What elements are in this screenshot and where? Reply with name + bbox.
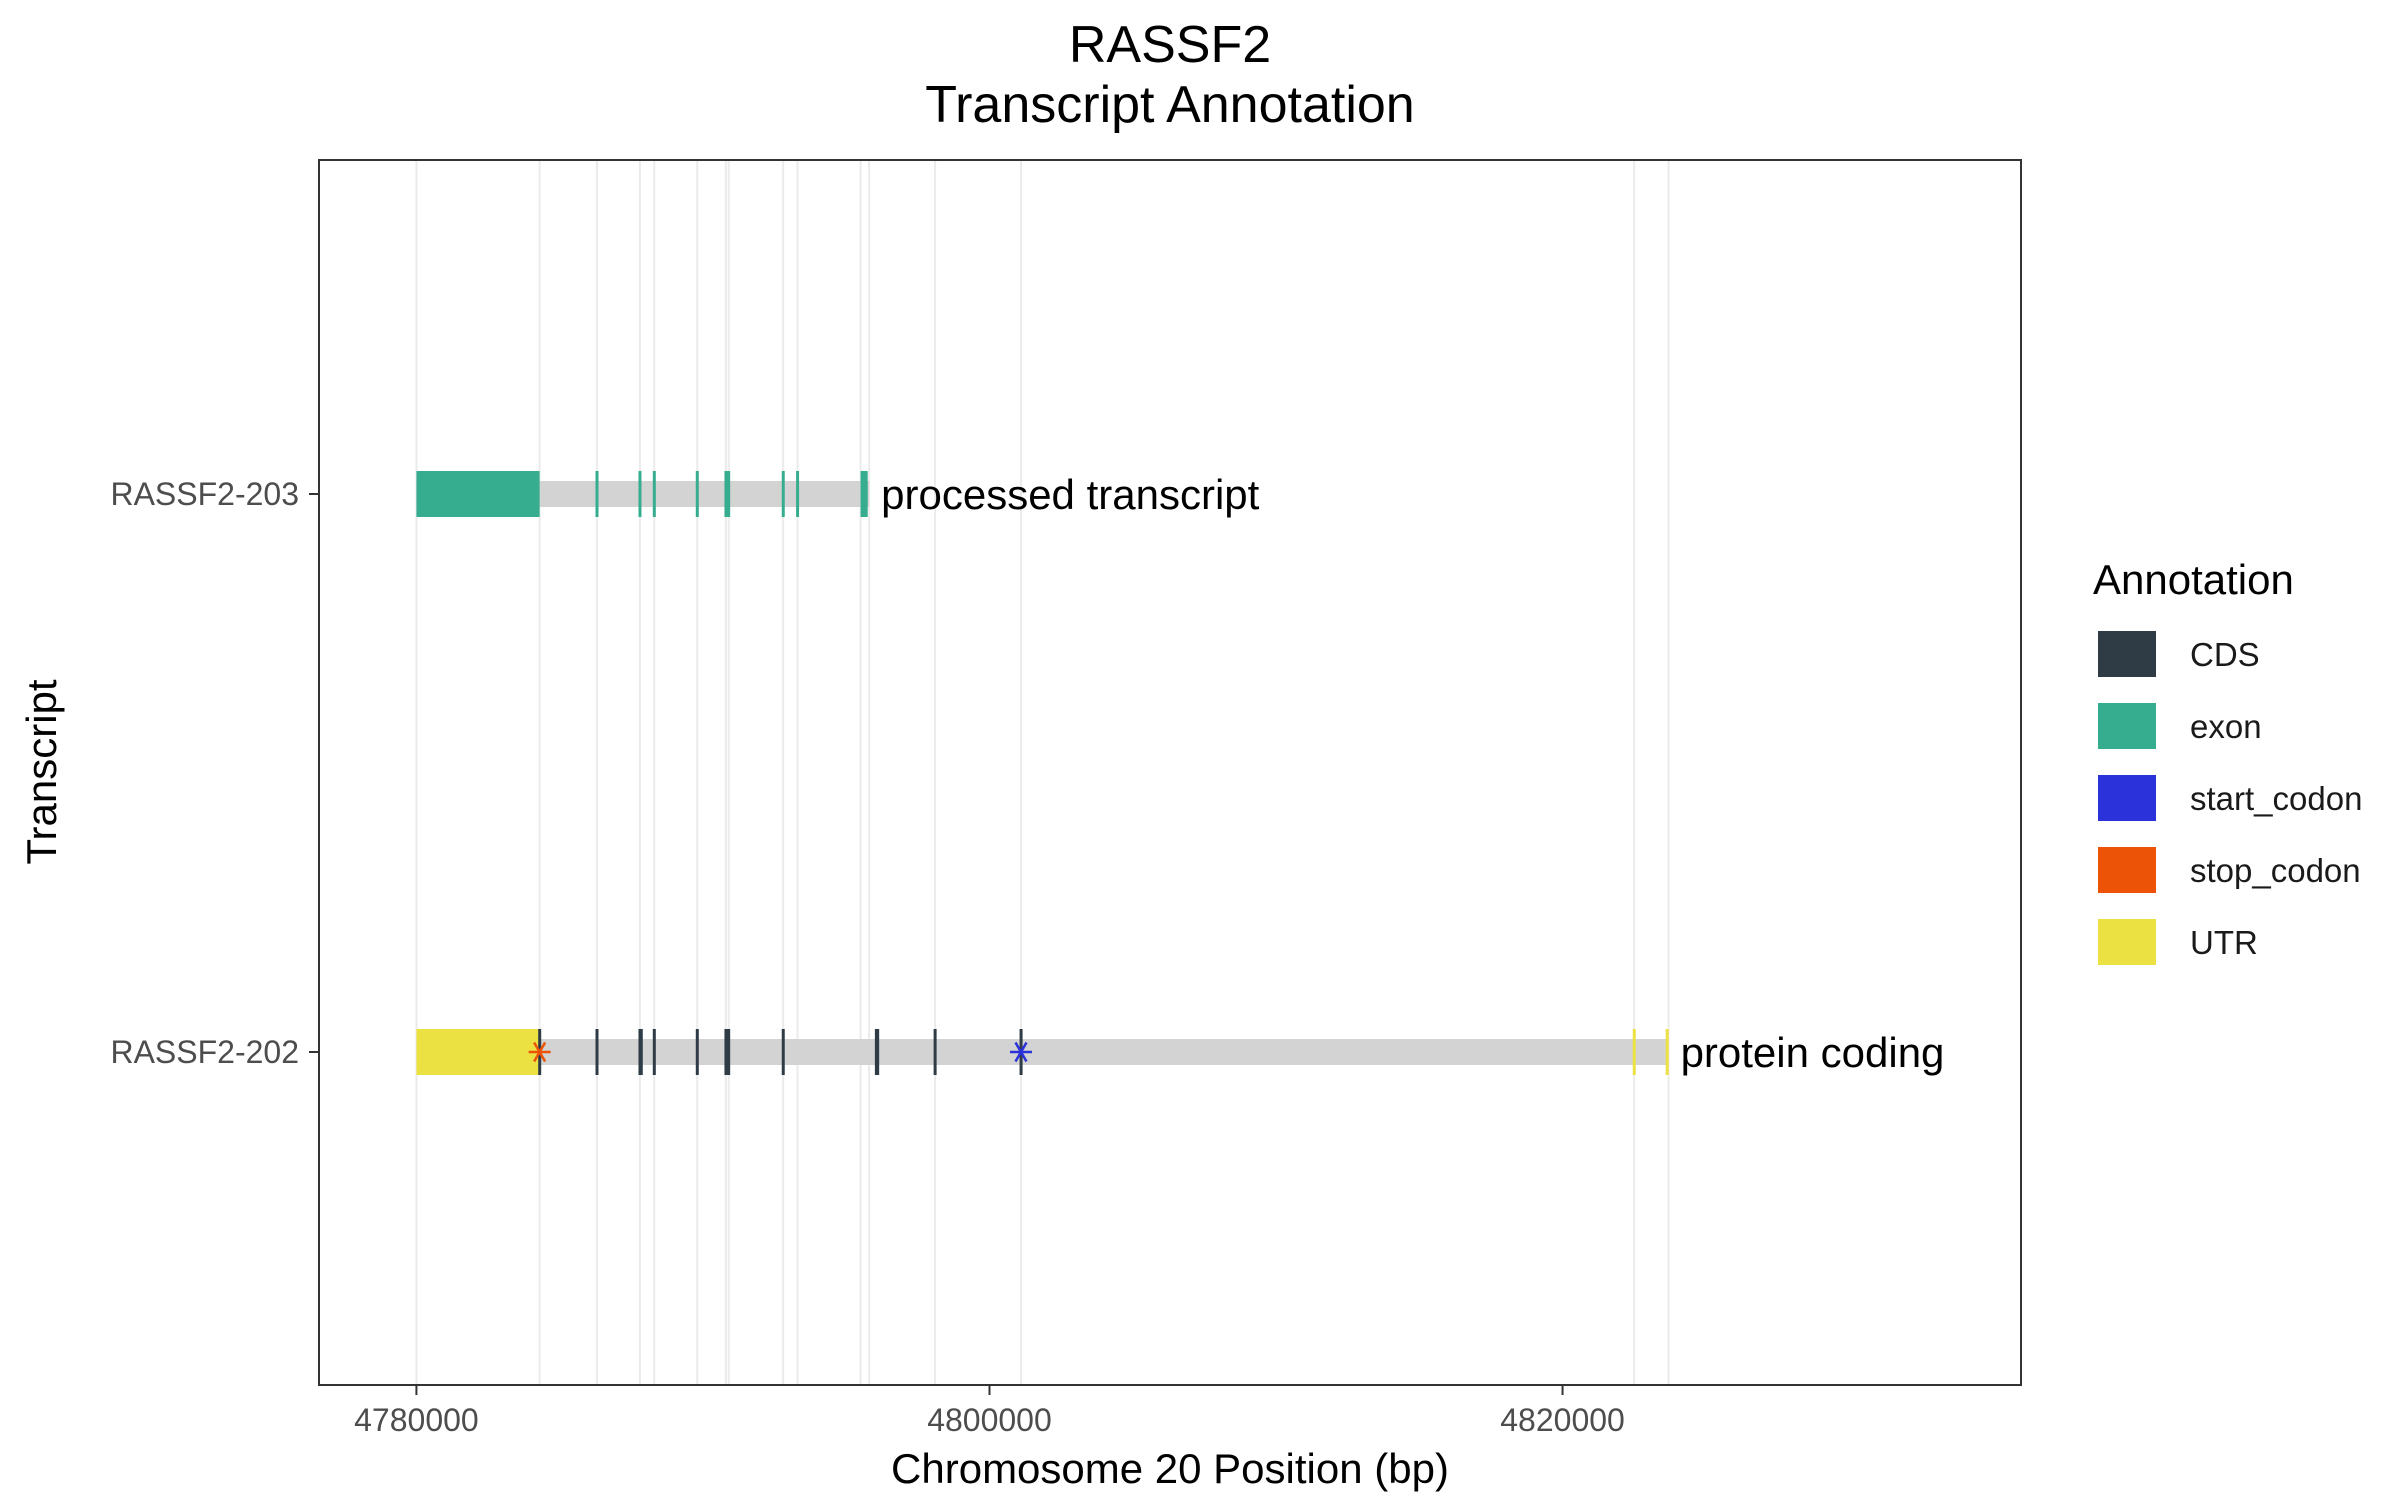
legend-label: start_codon [2190, 780, 2362, 817]
x-axis: 4780000 4800000 4820000 [354, 1385, 1625, 1438]
x-tick-label: 4800000 [927, 1402, 1052, 1438]
plot-panel-border [318, 159, 2022, 1386]
y-axis: RASSF2-203 RASSF2-202 [110, 476, 319, 1070]
legend-swatch-exon [2098, 703, 2156, 749]
exon-block [416, 471, 540, 517]
legend-label: CDS [2190, 636, 2260, 673]
legend-swatch-stop-codon [2098, 847, 2156, 893]
y-axis-title: Transcript [18, 679, 65, 864]
exon-block [695, 471, 699, 517]
utr-block [1665, 1029, 1669, 1075]
legend-label: exon [2190, 708, 2262, 745]
x-tick-label: 4780000 [354, 1402, 479, 1438]
legend-swatch-cds [2098, 631, 2156, 677]
legend: Annotation CDS exon start_codon stop_codon U… [2093, 556, 2362, 965]
exon-block [652, 471, 656, 517]
stop-codon-marker [528, 1041, 551, 1063]
cds-block [595, 1029, 599, 1075]
chart-title-line-2: Transcript Annotation [925, 76, 1414, 134]
biotype-labels: processed transcript protein coding [881, 471, 1944, 1076]
start-codon-marker [1010, 1041, 1033, 1063]
legend-title: Annotation [2093, 556, 2294, 603]
exon-block [796, 471, 800, 517]
exon-block [638, 471, 642, 517]
cds-block [724, 1029, 731, 1075]
cds-block [638, 1029, 643, 1075]
cds-block [695, 1029, 699, 1075]
cds-block [874, 1029, 880, 1075]
y-tick-label: RASSF2-202 [110, 1034, 299, 1070]
x-axis-title: Chromosome 20 Position (bp) [891, 1445, 1449, 1492]
gridlines [415, 160, 1670, 1385]
legend-label: UTR [2190, 924, 2258, 961]
exon-block [724, 471, 731, 517]
legend-swatch-utr [2098, 919, 2156, 965]
utr-block [416, 1029, 540, 1075]
chart-title-line-1: RASSF2 [1069, 16, 1271, 74]
utr-block [1632, 1029, 1636, 1075]
cds-block [781, 1029, 785, 1075]
exon-block [860, 471, 868, 517]
codon-markers [528, 1041, 1033, 1063]
legend-label: stop_codon [2190, 852, 2361, 889]
x-tick-label: 4820000 [1500, 1402, 1625, 1438]
cds-block [933, 1029, 937, 1075]
biotype-label: protein coding [1681, 1029, 1945, 1076]
transcript-features [416, 471, 1669, 1075]
y-tick-label: RASSF2-203 [110, 476, 299, 512]
biotype-label: processed transcript [881, 471, 1259, 518]
exon-block [781, 471, 785, 517]
cds-block [652, 1029, 656, 1075]
legend-swatch-start-codon [2098, 775, 2156, 821]
transcript-backbone [416, 1039, 1669, 1065]
plot-panel-background [319, 160, 2021, 1385]
exon-block [595, 471, 599, 517]
